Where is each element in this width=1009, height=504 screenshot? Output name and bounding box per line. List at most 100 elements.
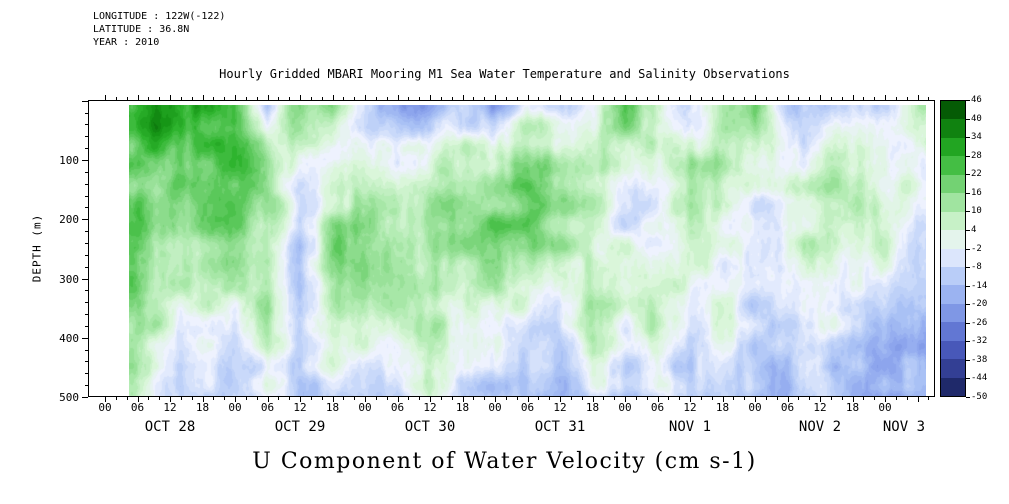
x-tick-label: 12 [293,401,307,414]
y-tick [85,266,88,268]
x-tick-top [928,97,930,100]
colorbar-tick-label: 28 [971,150,982,161]
x-tick-top [635,97,637,100]
colorbar-tick [966,248,970,250]
x-tick-top [570,97,572,100]
x-tick-top [592,95,594,100]
colorbar-segment [941,377,965,396]
x-tick-label: 00 [358,401,372,414]
y-tick [85,112,88,114]
x-tick-top [365,95,366,100]
y-tick [85,231,88,233]
x-tick-label: 00 [488,401,502,414]
colorbar-tick-label: 40 [971,113,982,124]
x-tick-top [440,97,442,100]
x-tick [343,397,345,400]
colorbar-tick [966,100,970,101]
year-label: YEAR : 2010 [93,37,160,48]
colorbar-tick-label: 16 [971,187,982,198]
x-tick [137,397,139,402]
colorbar-tick [966,378,970,380]
x-tick [354,397,356,400]
x-tick-label: 00 [878,401,892,414]
y-tick [85,361,88,363]
x-tick-top [321,97,323,100]
x-tick [148,397,150,400]
x-tick [159,397,161,400]
colorbar-segment [941,193,965,212]
x-tick-label: 06 [130,401,145,414]
y-tick [85,183,88,185]
x-tick [668,397,670,400]
x-tick-top [430,95,431,100]
x-tick-top [245,97,247,100]
x-tick [625,397,626,402]
x-tick [386,397,388,400]
x-tick-top [733,97,735,100]
x-day-label: OCT 30 [404,419,456,435]
x-tick [245,397,247,400]
colorbar-segment [941,303,965,323]
latitude-label: LATITUDE : 36.8N [93,24,190,35]
x-tick-label: 00 [98,401,112,414]
x-tick-top [538,97,540,100]
x-tick-top [213,97,215,100]
x-tick-label: 18 [195,401,210,414]
colorbar-tick-label: -20 [971,299,988,310]
x-day-label: OCT 29 [274,419,326,435]
x-day-label: NOV 2 [798,419,842,435]
y-tick [85,254,88,256]
colorbar-tick-label: -8 [971,262,982,273]
x-tick [809,397,811,400]
plot-title: Hourly Gridded MBARI Mooring M1 Sea Wate… [219,67,790,81]
x-tick [289,397,291,400]
x-tick-label: 06 [390,401,405,414]
colorbar-tick-label: -38 [971,354,988,365]
x-tick-top [180,97,182,100]
colorbar-segment [941,137,965,157]
x-tick [538,397,540,400]
colorbar-tick-label: -44 [971,373,988,384]
x-tick [841,397,843,400]
x-tick-top [874,97,876,100]
colorbar-tick [966,285,970,287]
x-tick [635,397,637,400]
colorbar-tick [966,322,970,324]
bottom-axis-title: U Component of Water Velocity (cm s-1) [252,449,757,474]
x-tick [560,397,561,402]
x-tick-label: 12 [553,401,567,414]
x-tick [224,397,226,400]
x-tick-label: 18 [455,401,470,414]
x-tick-top [690,95,691,100]
x-tick-top [657,95,659,100]
y-tick [82,278,88,280]
x-tick-top [332,95,334,100]
x-tick-top [191,97,193,100]
colorbar-segment [941,156,965,175]
colorbar-segment [941,174,965,194]
x-tick [863,397,865,400]
x-tick-top [625,95,626,100]
x-tick [603,397,605,400]
x-tick [690,397,691,402]
x-tick [397,397,399,402]
colorbar-tick [966,192,970,194]
x-tick [115,397,117,400]
x-tick-top [105,95,106,100]
x-tick [820,397,821,402]
x-tick [495,397,496,402]
x-tick [527,397,529,402]
x-tick [874,397,876,400]
y-tick-label: 100 [59,154,79,167]
x-tick-top [126,97,128,100]
x-tick [700,397,702,400]
x-tick-top [375,97,377,100]
y-tick [85,314,88,316]
x-tick-top [451,97,453,100]
y-tick [85,124,88,126]
x-day-label: OCT 28 [144,419,196,435]
x-tick-top [505,97,507,100]
y-tick [85,136,88,138]
x-day-label: NOV 1 [668,419,712,435]
x-tick [722,397,724,402]
